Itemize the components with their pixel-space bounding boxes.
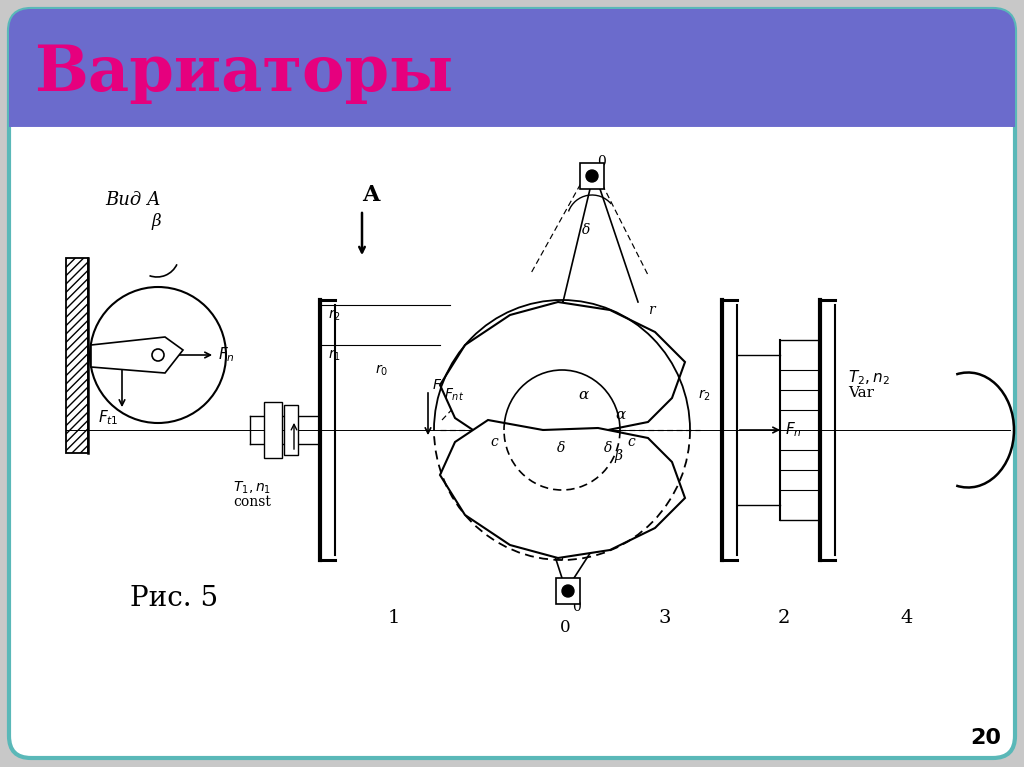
- Text: $T_1, n_1$: $T_1, n_1$: [233, 480, 271, 496]
- Bar: [580, 163, 604, 189]
- Polygon shape: [440, 420, 685, 558]
- Text: $T_2, n_2$: $T_2, n_2$: [848, 369, 890, 387]
- Polygon shape: [91, 337, 183, 373]
- Text: 1: 1: [388, 609, 400, 627]
- Text: δ: δ: [582, 223, 591, 237]
- Text: β: β: [152, 213, 162, 231]
- FancyBboxPatch shape: [9, 9, 1015, 127]
- Text: $r_2$: $r_2$: [328, 308, 341, 323]
- Text: δ: δ: [604, 441, 612, 455]
- Circle shape: [562, 585, 574, 597]
- Text: 20: 20: [971, 728, 1001, 748]
- Bar: [264, 402, 282, 458]
- Text: $r_2$: $r_2$: [698, 387, 711, 403]
- Text: α: α: [578, 388, 588, 402]
- Text: r: r: [648, 303, 654, 317]
- Text: 0: 0: [597, 155, 606, 169]
- Text: α: α: [615, 408, 626, 422]
- Polygon shape: [440, 302, 685, 440]
- Text: 0: 0: [572, 600, 581, 614]
- Text: 2: 2: [778, 609, 791, 627]
- Text: δ: δ: [557, 441, 565, 455]
- Text: $F_{nt}$: $F_{nt}$: [444, 387, 464, 403]
- Circle shape: [586, 170, 598, 182]
- Bar: [9, 87, 1015, 127]
- Text: $r_0$: $r_0$: [375, 362, 388, 377]
- Text: $F_n$: $F_n$: [432, 378, 447, 394]
- Text: $F_n$: $F_n$: [785, 420, 802, 439]
- Text: $F_{t1}$: $F_{t1}$: [98, 409, 119, 427]
- FancyBboxPatch shape: [9, 9, 1015, 758]
- Text: 4: 4: [900, 609, 912, 627]
- Text: Вариаторы: Вариаторы: [34, 42, 454, 104]
- Text: Вид А: Вид А: [105, 191, 161, 209]
- Circle shape: [90, 287, 226, 423]
- Text: 3: 3: [658, 609, 671, 627]
- Text: Рис. 5: Рис. 5: [130, 584, 218, 611]
- Bar: [556, 578, 580, 604]
- Text: β: β: [614, 449, 622, 463]
- Bar: [284, 405, 298, 455]
- Text: c: c: [627, 435, 635, 449]
- Text: 0: 0: [560, 620, 570, 637]
- Text: c: c: [490, 435, 498, 449]
- Text: const: const: [233, 495, 271, 509]
- Text: A: A: [362, 184, 379, 206]
- Text: Var: Var: [848, 386, 874, 400]
- Bar: [66, 258, 88, 453]
- Text: $F_n$: $F_n$: [218, 346, 234, 364]
- Text: $r_1$: $r_1$: [328, 347, 341, 363]
- Circle shape: [152, 349, 164, 361]
